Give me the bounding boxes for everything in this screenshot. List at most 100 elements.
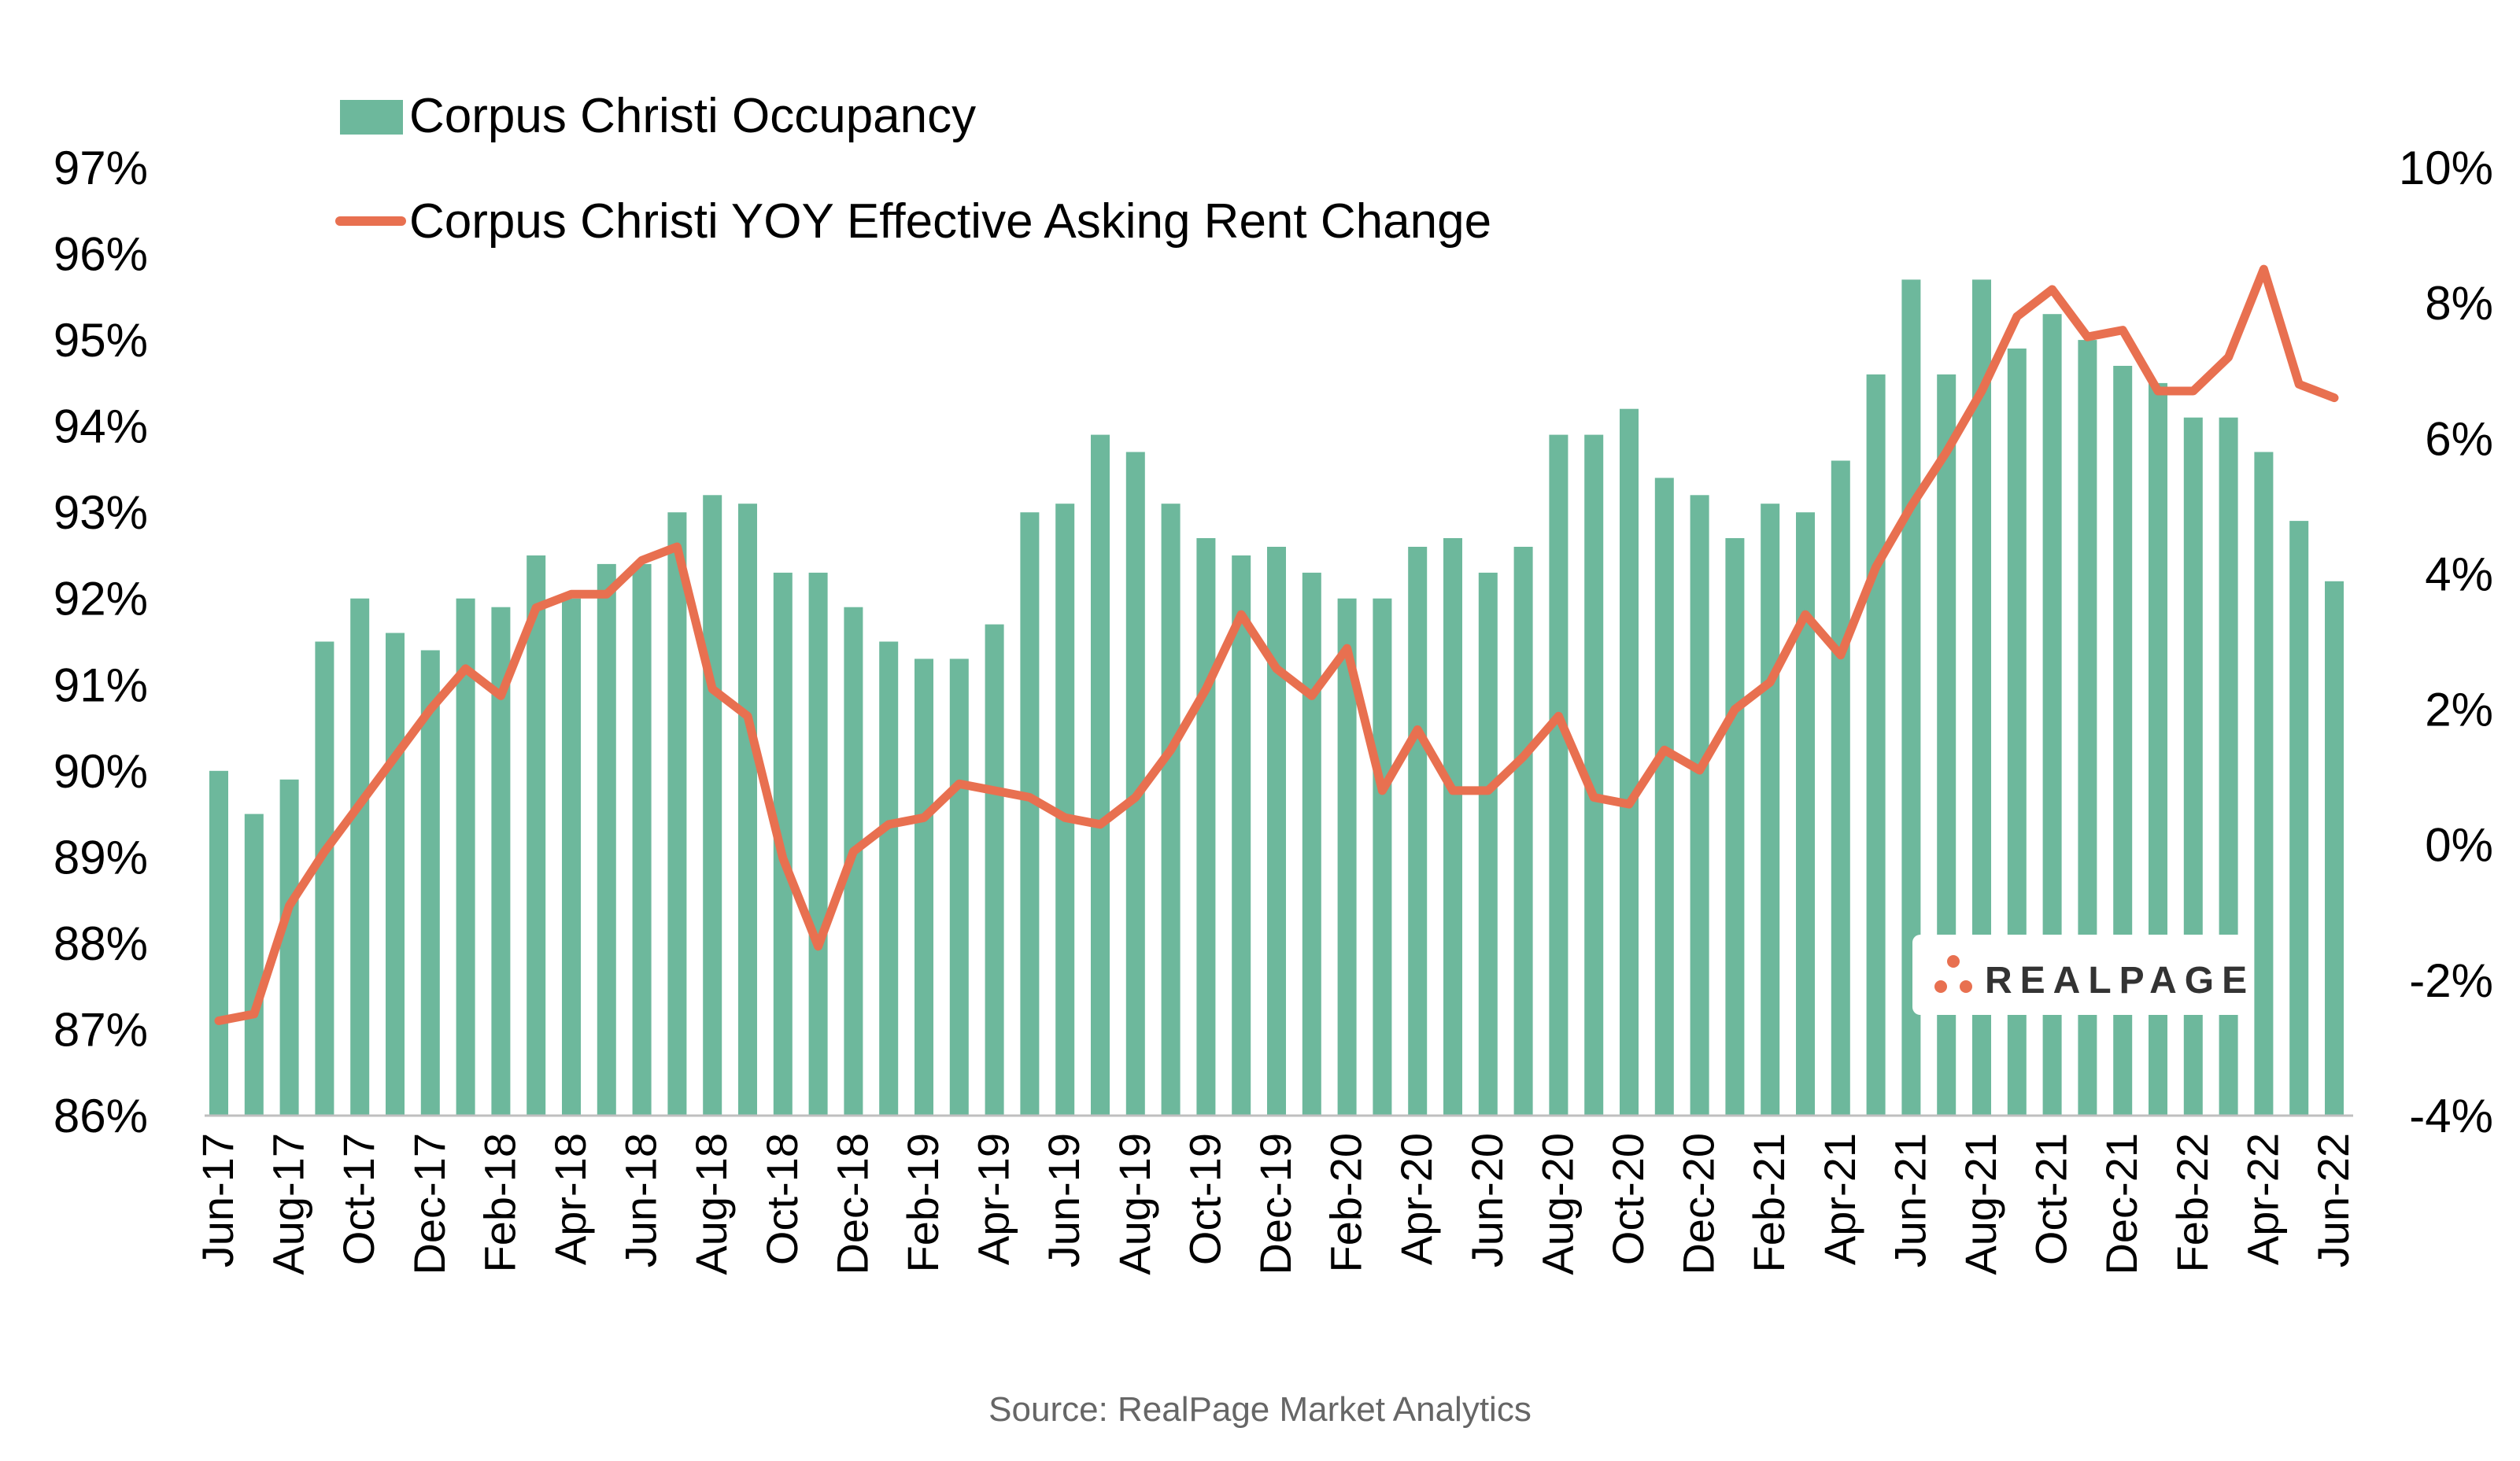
y-left-tick-94: 94% <box>54 400 148 453</box>
x-tick-Feb-19: Feb-19 <box>898 1133 948 1272</box>
x-tick-Oct-17: Oct-17 <box>334 1133 383 1265</box>
occupancy-bar-Apr-18 <box>562 598 581 1116</box>
occupancy-bar-Apr-20 <box>1408 547 1428 1116</box>
x-tick-Jun-17: Jun-17 <box>193 1133 242 1267</box>
occupancy-bars <box>209 279 2344 1116</box>
y-left-tick-87: 87% <box>54 1004 148 1057</box>
occupancy-bar-Oct-19 <box>1196 538 1216 1116</box>
y-right-tick-6: 6% <box>2425 412 2493 465</box>
y-left-tick-97: 97% <box>54 142 148 194</box>
x-tick-Feb-18: Feb-18 <box>475 1133 524 1272</box>
y-left-tick-89: 89% <box>54 831 148 884</box>
x-tick-Apr-21: Apr-21 <box>1815 1133 1864 1265</box>
occupancy-bar-Jan-20 <box>1302 572 1321 1116</box>
occupancy-bar-Oct-20 <box>1620 408 1639 1116</box>
occupancy-bar-May-18 <box>597 563 616 1116</box>
x-tick-Dec-18: Dec-18 <box>827 1133 877 1275</box>
y-right-tick-10: 10% <box>2399 142 2493 194</box>
occupancy-bar-Mar-19 <box>949 659 969 1116</box>
x-tick-Oct-18: Oct-18 <box>757 1133 807 1265</box>
x-tick-Aug-21: Aug-21 <box>1956 1133 2005 1275</box>
occupancy-bar-May-22 <box>2289 521 2309 1116</box>
occupancy-bar-Jul-17 <box>244 814 264 1116</box>
occupancy-bar-Dec-20 <box>1690 495 1709 1116</box>
occupancy-bar-Jul-19 <box>1091 434 1110 1116</box>
occupancy-bar-Mar-21 <box>1796 512 1815 1116</box>
legend-occupancy-label: Corpus Christi Occupancy <box>409 89 976 143</box>
x-tick-Dec-17: Dec-17 <box>405 1133 454 1275</box>
y-right-tick-8: 8% <box>2425 277 2493 330</box>
occupancy-bar-Sep-18 <box>738 504 757 1116</box>
y-right-tick-0: 0% <box>2425 819 2493 872</box>
occupancy-bar-Dec-17 <box>420 650 440 1116</box>
occupancy-bar-Jun-18 <box>632 563 652 1116</box>
occupancy-bar-Nov-18 <box>808 572 828 1116</box>
occupancy-bar-May-21 <box>1866 374 1886 1116</box>
rent-change-series-line <box>214 264 2339 1025</box>
y-left-tick-95: 95% <box>54 314 148 367</box>
x-tick-Apr-19: Apr-19 <box>969 1133 1018 1265</box>
occupancy-bar-Sep-19 <box>1161 504 1181 1116</box>
x-tick-Jun-19: Jun-19 <box>1039 1133 1088 1267</box>
x-tick-labels: Jun-17 Aug-17 Oct-17 Dec-17 Feb-18 Apr-18 Jun-… <box>193 1133 2358 1275</box>
x-tick-Apr-18: Apr-18 <box>545 1133 595 1265</box>
occupancy-bar-May-20 <box>1443 538 1462 1116</box>
x-tick-Jun-18: Jun-18 <box>616 1133 666 1267</box>
x-tick-Aug-18: Aug-18 <box>686 1133 736 1275</box>
logo-dot-top-icon <box>1947 955 1960 968</box>
occupancy-bar-Oct-17 <box>350 598 370 1116</box>
occupancy-bar-May-19 <box>1020 512 1040 1116</box>
y-left-tick-92: 92% <box>54 573 148 625</box>
occupancy-bar-Nov-20 <box>1654 478 1674 1116</box>
y-left-tick-labels: 86% 87% 88% 89% 90% 91% 92% 93% 94% 95% 96% 97% <box>54 142 148 1142</box>
x-tick-Oct-21: Oct-21 <box>2027 1133 2076 1265</box>
x-tick-Dec-20: Dec-20 <box>1674 1133 1724 1275</box>
logo-text: REALPAGE <box>1985 960 2255 1002</box>
y-right-tick-labels: -4% -2% 0% 2% 4% 6% 8% 10% <box>2399 142 2493 1142</box>
x-tick-Apr-22: Apr-22 <box>2237 1133 2287 1265</box>
occupancy-bar-Apr-19 <box>985 624 1004 1116</box>
x-tick-Apr-20: Apr-20 <box>1391 1133 1441 1265</box>
y-left-tick-88: 88% <box>54 917 148 970</box>
y-right-tick--2: -2% <box>2409 954 2493 1007</box>
y-right-tick-4: 4% <box>2425 548 2493 600</box>
source-note: Source: RealPage Market Analytics <box>988 1390 1532 1429</box>
occupancy-bar-Jan-19 <box>879 641 899 1116</box>
occupancy-bar-Apr-21 <box>1831 460 1850 1116</box>
x-tick-Dec-21: Dec-21 <box>2097 1133 2146 1275</box>
y-left-tick-90: 90% <box>54 745 148 798</box>
realpage-logo: REALPAGE <box>1912 935 2255 1015</box>
occupancy-bar-Aug-20 <box>1549 434 1569 1116</box>
x-tick-Jun-21: Jun-21 <box>1885 1133 1934 1267</box>
logo-box <box>1912 935 2252 1015</box>
occupancy-bar-Dec-19 <box>1267 547 1286 1116</box>
occupancy-bar-Nov-17 <box>386 633 405 1116</box>
x-tick-Oct-20: Oct-20 <box>1603 1133 1653 1265</box>
x-tick-Jun-20: Jun-20 <box>1462 1133 1512 1267</box>
occupancy-bar-Jun-20 <box>1478 572 1498 1116</box>
x-tick-Aug-20: Aug-20 <box>1532 1133 1582 1275</box>
x-tick-Oct-19: Oct-19 <box>1180 1133 1229 1265</box>
occupancy-bar-Mar-20 <box>1373 598 1392 1116</box>
logo-dot-right-icon <box>1960 980 1972 993</box>
x-tick-Feb-20: Feb-20 <box>1321 1133 1371 1272</box>
x-tick-Jun-22: Jun-22 <box>2308 1133 2358 1267</box>
occupancy-bar-Sep-17 <box>315 641 334 1116</box>
y-left-tick-91: 91% <box>54 659 148 711</box>
legend-occupancy-swatch <box>340 100 403 135</box>
occupancy-bar-Jun-22 <box>2325 581 2344 1116</box>
rent-change-line <box>214 264 2339 1025</box>
occupancy-bar-Aug-18 <box>703 495 722 1116</box>
occupancy-bar-Feb-21 <box>1761 504 1780 1116</box>
legend-rent-label: Corpus Christi YOY Effective Asking Rent… <box>409 194 1491 249</box>
occupancy-bar-Jan-21 <box>1725 538 1745 1116</box>
x-tick-Aug-17: Aug-17 <box>264 1133 313 1275</box>
logo-dot-left-icon <box>1934 980 1947 993</box>
y-right-tick--4: -4% <box>2409 1090 2493 1142</box>
occupancy-bar-Nov-19 <box>1232 555 1251 1116</box>
y-left-tick-93: 93% <box>54 486 148 539</box>
y-right-tick-2: 2% <box>2425 684 2493 736</box>
occupancy-bar-Jan-18 <box>456 598 475 1116</box>
y-left-tick-96: 96% <box>54 228 148 281</box>
